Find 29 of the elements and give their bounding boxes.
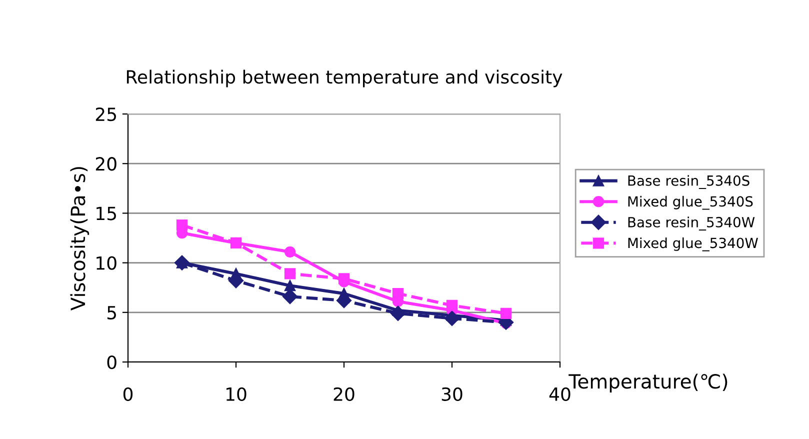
legend-label: Base resin_5340S (628, 175, 750, 189)
legend-label: Mixed glue_5340W (628, 237, 758, 252)
x-tick-label: 30 (442, 387, 462, 401)
y-tick-label: 0 (107, 355, 116, 370)
point (500, 308, 512, 319)
y-tick-label: 5 (107, 306, 116, 320)
chart-title: Relationship between temperature and viscosity (126, 70, 562, 88)
y-tick-label: 25 (96, 107, 116, 122)
point (446, 300, 458, 312)
point (444, 310, 460, 326)
y-tick-label: 10 (96, 256, 116, 270)
point (284, 280, 296, 292)
point (230, 237, 242, 249)
x-tick-label: 0 (123, 387, 133, 401)
x-axis-title: Temperature(℃) (568, 374, 728, 392)
point (284, 268, 296, 280)
point (284, 246, 296, 258)
legend-label: Mixed glue_5340S (628, 196, 753, 210)
y-axis-title: Viscosity(Pa•s) (70, 167, 90, 310)
point (390, 306, 406, 321)
y-tick-label: 15 (96, 206, 116, 220)
x-tick-label: 20 (334, 387, 354, 401)
x-tick-label: 40 (549, 387, 570, 401)
point (176, 220, 188, 231)
x-tick-label: 10 (226, 387, 246, 401)
point (338, 273, 350, 284)
y-tick-label: 20 (96, 157, 116, 171)
point (392, 288, 404, 300)
legend-label: Base resin_5340W (628, 216, 755, 230)
